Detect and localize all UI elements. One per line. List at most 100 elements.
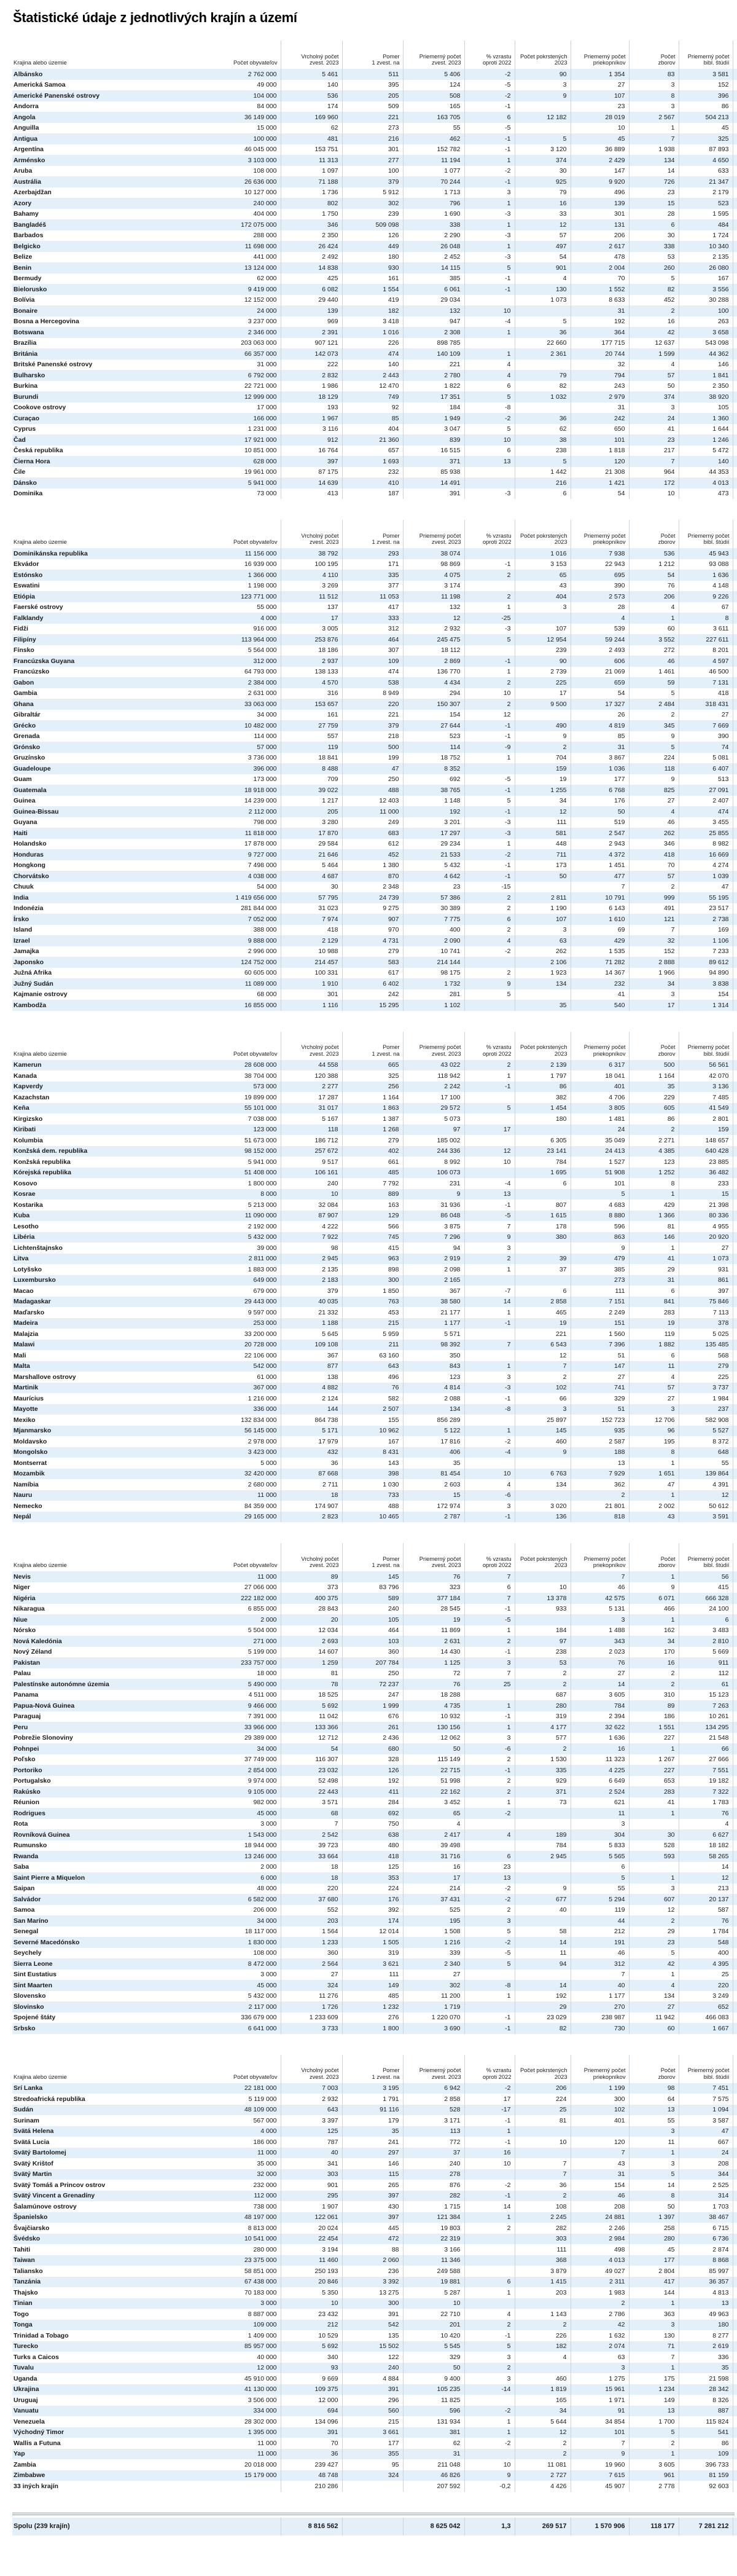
- value-cell: 98: [629, 2083, 679, 2094]
- value-cell: 2 945: [281, 1253, 343, 1264]
- value-cell: 1 097: [281, 165, 343, 176]
- value-cell: 11 825: [403, 2395, 465, 2406]
- value-cell: 1 314: [679, 1000, 733, 1011]
- table-row: Honduras 9 727 000 21 646 452 21 533 -2 711 4 3…: [12, 849, 737, 860]
- value-cell: 214: [403, 1883, 465, 1894]
- country-cell: Guyana: [14, 819, 37, 827]
- value-cell: 2 311: [571, 2276, 630, 2287]
- country-cell: Bolívia: [14, 296, 35, 304]
- table-row: Taiwan 23 375 000 11 460 2 060 11 346 368 4 01…: [12, 2255, 737, 2266]
- country-cell: Britské Panenské ostrovy: [14, 361, 93, 369]
- value-cell: 17 100: [403, 1092, 465, 1103]
- value-cell: 73 000: [219, 488, 281, 499]
- value-cell: 22 660: [515, 337, 571, 348]
- value-cell: 500: [342, 742, 404, 753]
- value-cell: 323: [403, 1582, 465, 1593]
- table-row: Argentína 46 045 000 153 751 301 152 782 -1 3 …: [12, 144, 737, 155]
- value-cell: 27 066 000: [219, 1582, 281, 1593]
- value-cell: 5 432 000: [219, 1231, 281, 1243]
- value-cell: 2 242: [403, 1081, 465, 1092]
- value-cell: 1 695: [515, 1167, 571, 1178]
- value-cell: 916 000: [219, 623, 281, 634]
- value-cell: 27 666: [679, 1754, 733, 1765]
- table-row: Guatemala 18 918 000 39 022 488 38 765 -1 1 25…: [12, 785, 737, 796]
- value-cell: 430: [342, 2201, 404, 2212]
- value-cell: 665 087: [733, 634, 737, 645]
- value-cell: 2 739: [515, 666, 571, 677]
- value-cell: 205: [733, 1668, 737, 1679]
- value-cell: 3 280: [281, 817, 343, 828]
- value-cell: 3 867: [571, 752, 630, 763]
- value-cell: 76: [403, 1571, 465, 1582]
- value-cell: 54: [571, 688, 630, 699]
- value-cell: 31: [571, 742, 630, 753]
- value-cell: 19 960: [571, 2459, 630, 2470]
- country-cell: Falklandy: [14, 614, 44, 622]
- value-cell: 43 543: [733, 1765, 737, 1776]
- value-cell: 4 489: [733, 208, 737, 219]
- value-cell: [464, 645, 515, 656]
- value-cell: 385: [403, 273, 465, 284]
- value-cell: 3: [515, 79, 571, 90]
- value-cell: -2: [464, 2083, 515, 2094]
- value-cell: 3 237 000: [219, 316, 281, 327]
- value-cell: [464, 477, 515, 489]
- value-cell: 47: [679, 2126, 733, 2137]
- value-cell: 17: [464, 1124, 515, 1135]
- value-cell: 101: [571, 2427, 630, 2438]
- value-cell: 39: [515, 1253, 571, 1264]
- value-cell: 2: [464, 967, 515, 978]
- value-cell: 1 047: [733, 1947, 737, 1958]
- table-row: Francúzsko 64 793 000 138 133 474 136 770 1 2 …: [12, 666, 737, 677]
- value-cell: 57 386: [403, 892, 465, 903]
- value-cell: 3 571: [281, 1797, 343, 1808]
- value-cell: 12 182: [515, 112, 571, 123]
- value-cell: 30: [515, 165, 571, 176]
- value-cell: 130: [629, 2330, 679, 2341]
- stats-table-block-2: Krajina alebo územie Počet obyvateľov Vrch…: [12, 520, 737, 1011]
- country-cell: Sint Maarten: [14, 1981, 53, 1989]
- value-cell: 5: [629, 742, 679, 753]
- table-row: Libéria 5 432 000 7 922 745 7 296 9 380 863 146 2…: [12, 1231, 737, 1243]
- value-cell: 90: [515, 656, 571, 667]
- value-cell: 509 098: [342, 219, 404, 230]
- value-cell: 55: [571, 1883, 630, 1894]
- value-cell: 2: [629, 881, 679, 892]
- value-cell: -5: [464, 1614, 515, 1625]
- value-cell: 65: [403, 1808, 465, 1819]
- value-cell: 240: [342, 2362, 404, 2373]
- value-cell: 5: [515, 133, 571, 144]
- country-cell: Kajmanie ostrovy: [14, 991, 68, 999]
- country-cell: Maďarsko: [14, 1308, 45, 1316]
- value-cell: 6 715: [679, 2223, 733, 2234]
- table-row: Kamerun 28 608 000 44 558 665 43 022 2 2 139 6 …: [12, 1059, 737, 1070]
- value-cell: 46 500: [679, 666, 733, 677]
- value-cell: 7 615: [571, 2470, 630, 2481]
- value-cell: 42: [629, 327, 679, 338]
- value-cell: 1 967: [281, 413, 343, 424]
- table-row: Turecko 85 957 000 5 692 15 502 5 545 5 182 2 0…: [12, 2341, 737, 2352]
- value-cell: 3 506 000: [219, 2395, 281, 2406]
- country-cell: Británia: [14, 350, 38, 358]
- value-cell: 98 152 000: [219, 1145, 281, 1156]
- country-cell: Gabon: [14, 678, 34, 686]
- value-cell: [464, 2255, 515, 2266]
- value-cell: 3: [464, 2373, 515, 2384]
- value-cell: 21 548: [679, 1732, 733, 1743]
- table-row: Bangladéš 172 075 000 346 509 098 338 1 12 131 6…: [12, 219, 737, 230]
- column-header: Prítomných na Pamätnej slávnosti: [733, 520, 737, 548]
- value-cell: 963: [342, 1253, 404, 1264]
- value-cell: [464, 1415, 515, 1426]
- value-cell: 573 000: [219, 1081, 281, 1092]
- value-cell: 31 924: [733, 946, 737, 957]
- value-cell: 5: [571, 1188, 630, 1200]
- value-cell: 1 188: [281, 1317, 343, 1329]
- value-cell: -6: [464, 1490, 515, 1501]
- header-row: Krajina alebo územie Počet obyvateľov Vrch…: [12, 520, 737, 548]
- value-cell: 324: [281, 1980, 343, 1991]
